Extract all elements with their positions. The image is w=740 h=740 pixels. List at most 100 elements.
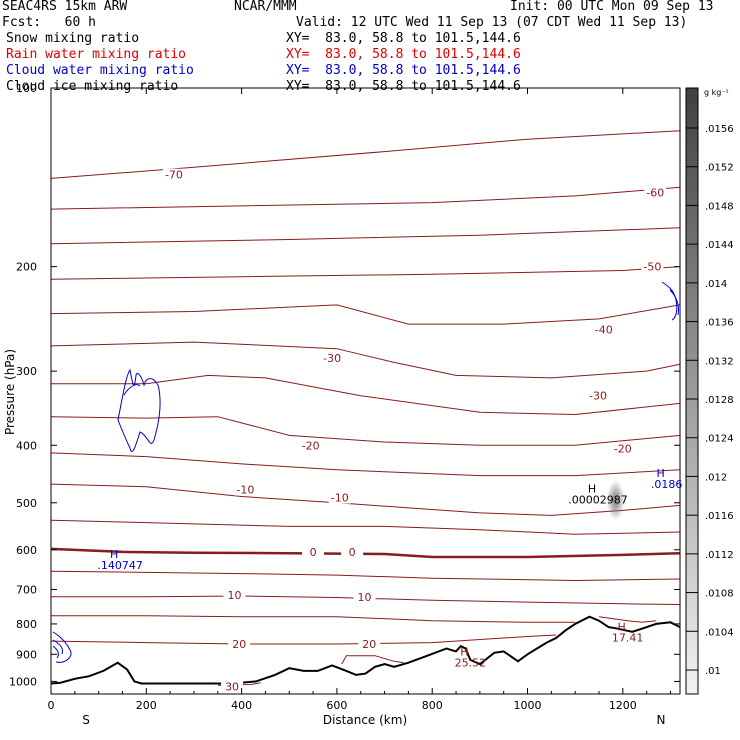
isotherm-label: -70 xyxy=(165,169,183,182)
isotherm-line xyxy=(50,570,681,582)
isotherm-label: -30 xyxy=(589,390,607,403)
isotherm-label-bg xyxy=(611,442,634,455)
x-axis-label: Distance (km) xyxy=(323,713,407,727)
cloud-water-contours xyxy=(52,281,679,663)
x-tick-label: 1200 xyxy=(609,699,637,712)
extremum-value: .140747 xyxy=(97,559,143,572)
isotherm-label-bg xyxy=(302,545,325,558)
terrain-profile xyxy=(50,615,681,685)
y-tick-label: 900 xyxy=(16,648,37,661)
terrain-line xyxy=(50,615,681,685)
colorbar: .0156 .0152 .0148 .0144 .014 .0136 .0132 .0128.… xyxy=(685,87,734,695)
isotherm-line xyxy=(50,341,681,379)
field-name-cloud-water: Cloud water mixing ratio xyxy=(6,63,194,78)
isotherm-label: 10 xyxy=(227,589,241,602)
y-tick-label: 1000 xyxy=(9,675,37,688)
extremum-value: .0186 xyxy=(651,478,683,491)
isotherm-line xyxy=(50,547,681,559)
colorbar-tick-label: .0136 xyxy=(705,318,734,329)
isotherm-label: 20 xyxy=(362,638,376,651)
field-xy-cloud-water: XY= 83.0, 58.8 to 101.5,144.6 xyxy=(286,63,521,78)
snow-shading-blob xyxy=(606,480,625,521)
x-tick-label: 800 xyxy=(422,699,443,712)
extremum-high-marker: H xyxy=(460,646,468,659)
x-end-label-left: S xyxy=(82,713,90,727)
isotherm-label: -60 xyxy=(646,186,664,199)
cloud-water-contour xyxy=(117,368,161,453)
extremum-high-marker: H xyxy=(110,548,118,561)
extremum-high-marker: H xyxy=(588,482,596,495)
y-tick-label: 400 xyxy=(16,439,37,452)
isotherm-label: -10 xyxy=(331,492,349,505)
colorbar-scale xyxy=(685,87,699,695)
cloud-water-contour xyxy=(661,281,678,321)
isotherm-label-bg xyxy=(592,323,615,336)
colorbar-tick-label: .0144 xyxy=(705,240,734,251)
isotherm-label: -40 xyxy=(595,323,613,336)
extremum-high-marker: H xyxy=(657,467,665,480)
isotherm-label-bg xyxy=(228,638,251,651)
colorbar-tick-label: .01 xyxy=(705,666,721,677)
plot-frame xyxy=(50,87,681,695)
isotherm-line xyxy=(51,615,576,623)
field-name-snow: Snow mixing ratio xyxy=(6,31,140,46)
isotherm-line xyxy=(50,130,681,179)
isotherm-label: -30 xyxy=(323,352,341,365)
extremum-high-marker: H xyxy=(617,620,625,633)
field-xy-cloud-ice: XY= 83.0, 58.8 to 101.5,144.6 xyxy=(286,79,521,94)
x-tick-label: 0 xyxy=(48,699,55,712)
isotherm-label-bg xyxy=(341,545,364,558)
isotherm-label: -10 xyxy=(236,484,254,497)
isotherm-label-bg xyxy=(321,351,344,364)
isotherm-label-bg xyxy=(644,186,667,199)
x-tick-label: 1000 xyxy=(514,699,542,712)
isotherm-label: 0 xyxy=(349,546,356,559)
isotherm-label-bg xyxy=(358,638,381,651)
field-name-rain: Rain water mixing ratio xyxy=(6,47,187,62)
isotherm-label: 10 xyxy=(358,591,372,604)
valid-time: Valid: 12 UTC Wed 11 Sep 13 (07 CDT Wed … xyxy=(296,15,688,30)
y-tick-label: 300 xyxy=(16,365,37,378)
colorbar-tick-label: .0132 xyxy=(705,356,734,367)
y-axis-label: Pressure (hPa) xyxy=(3,349,17,435)
isotherm-label-bg xyxy=(641,260,664,273)
field-xy-snow: XY= 83.0, 58.8 to 101.5,144.6 xyxy=(286,31,521,46)
colorbar-tick-label: .0156 xyxy=(705,124,734,135)
isotherm-label-bg xyxy=(221,680,244,693)
colorbar-tick-label: .0148 xyxy=(705,201,734,212)
isotherm-line xyxy=(50,304,681,325)
colorbar-tick-label: .0116 xyxy=(705,511,734,522)
y-tick-label: 800 xyxy=(16,618,37,631)
isotherm-line xyxy=(50,519,681,535)
isotherm-labels: -70 -60 -50 -40 -30 -30 -20 -20 -10 -10 0 0 10 10 20 20… xyxy=(162,168,667,694)
x-tick-label: 600 xyxy=(326,699,347,712)
model-title: SEAC4RS 15km ARW xyxy=(2,0,128,14)
cloud-water-contour xyxy=(123,384,141,396)
cloud-water-contour xyxy=(52,639,63,655)
colorbar-tick-label: .0104 xyxy=(705,627,734,638)
isotherm-label: 30 xyxy=(225,681,239,694)
isotherm-label-bg xyxy=(162,168,185,181)
isotherm-line xyxy=(598,616,657,623)
isotherm-label: -50 xyxy=(643,261,661,274)
isotherm-label-bg xyxy=(234,483,257,496)
isotherm-line xyxy=(50,266,681,280)
colorbar-tick-label: .012 xyxy=(705,472,727,483)
isotherm-label-bg xyxy=(223,588,246,601)
isotherm-label-bg xyxy=(353,590,376,603)
colorbar-tick-label: .0152 xyxy=(705,163,734,174)
x-tick-label: 200 xyxy=(136,699,157,712)
field-name-cloud-ice: Cloud ice mixing ratio xyxy=(6,79,179,94)
org-label: NCAR/MMM xyxy=(234,0,297,14)
cloud-water-contour xyxy=(52,645,59,659)
extremum-value: 25.52 xyxy=(455,657,487,670)
colorbar-tick-label: .0108 xyxy=(705,589,734,600)
isotherm-line xyxy=(50,227,681,245)
colorbar-tick-label: .0128 xyxy=(705,395,734,406)
y-tick-label: 600 xyxy=(16,544,37,557)
isotherm-line xyxy=(50,452,681,477)
isotherm-line xyxy=(50,186,681,210)
isotherm-label-bg xyxy=(328,491,351,504)
